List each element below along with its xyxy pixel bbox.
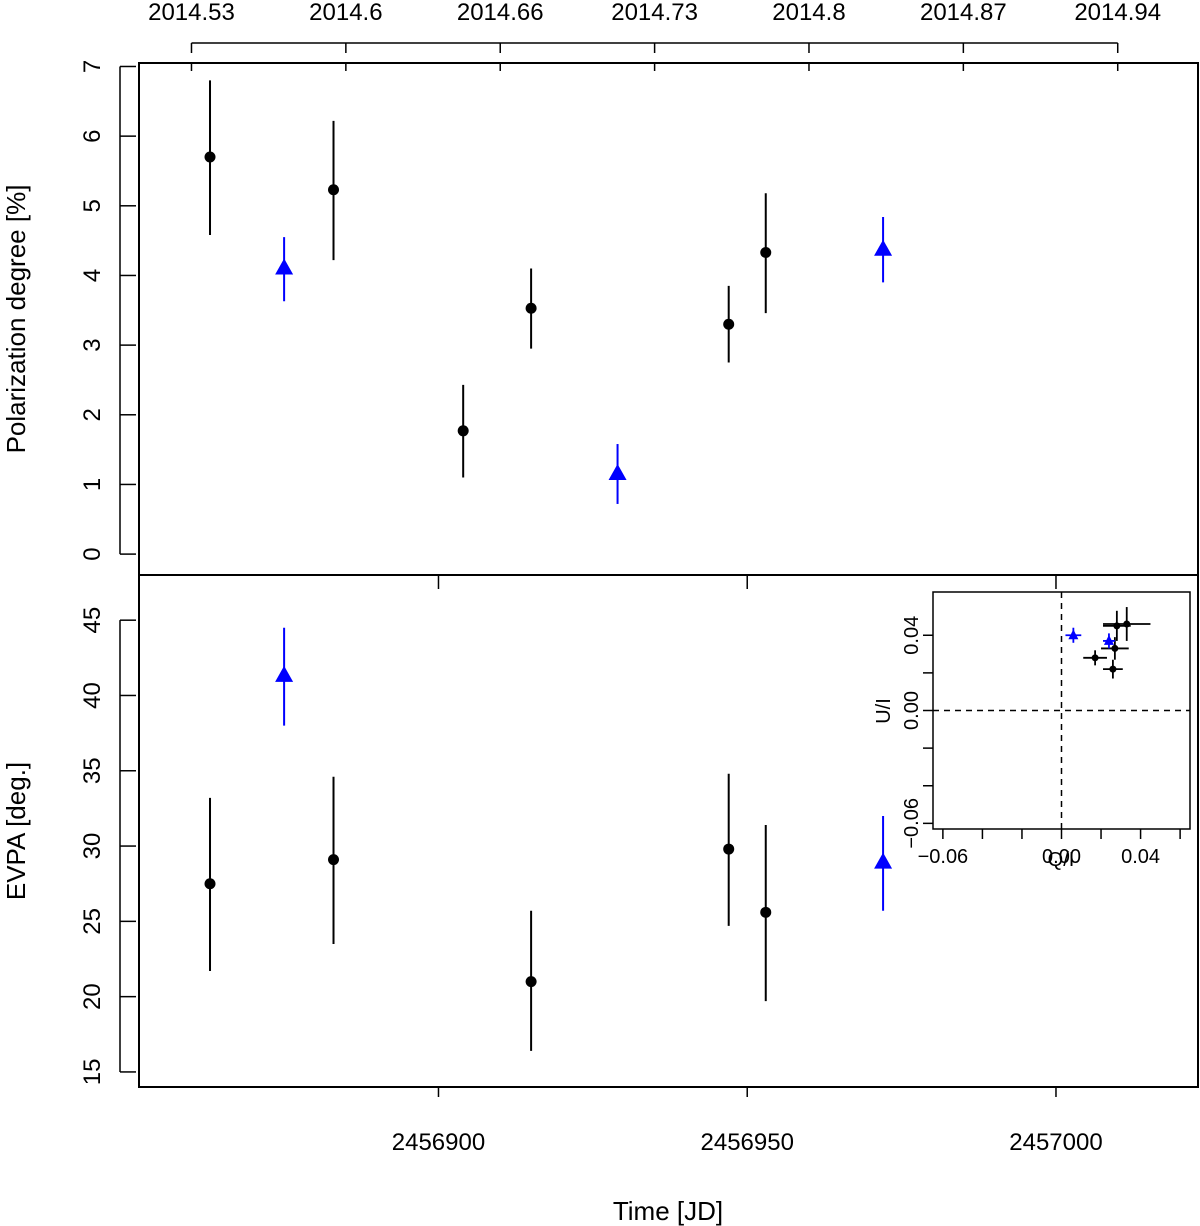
polarization-y-axis-tick-label: 7 (79, 60, 106, 73)
inset-triangle (1103, 634, 1114, 645)
evpa-y-axis-tick-label: 25 (79, 908, 106, 935)
polarization-point (328, 184, 340, 196)
x-axis-tick-label: 2456900 (392, 1129, 485, 1156)
evpa-y-axis-tick-label: 15 (79, 1059, 106, 1086)
evpa-point (723, 843, 735, 855)
top-axis-tick-label: 2014.6 (309, 0, 382, 26)
inset-x-tick-label: 0.00 (1042, 846, 1081, 868)
polarization-point (204, 151, 216, 163)
inset-point (1109, 665, 1117, 673)
top-axis-tick-label: 2014.53 (148, 0, 235, 26)
evpa-point (760, 906, 772, 918)
inset-triangle (1068, 629, 1079, 640)
evpa-y-axis: 15 20 25 30 35 40 45 (79, 607, 136, 1085)
inset-y-tick-label: 0.00 (901, 691, 923, 730)
polarization-y-axis-tick-label: 3 (79, 338, 106, 351)
inset-point (1123, 620, 1131, 628)
qu-inset: −0.06 0.00 0.04 −0.06 0.00 0.04 Q/I U/I (873, 591, 1191, 871)
polarization-point (457, 425, 469, 437)
evpa-triangle (874, 852, 893, 869)
polarization-point (525, 302, 537, 314)
top-axis-tick-label: 2014.73 (611, 0, 698, 26)
inset-point (1091, 654, 1099, 662)
bottom-jd-axis: 2456900 2456950 2457000 (392, 1087, 1103, 1156)
bottom-panel-inner-ticks (437, 575, 1057, 589)
polarization-triangle (874, 239, 893, 256)
top-axis-tick-label: 2014.87 (920, 0, 1007, 26)
polarization-points (204, 80, 893, 504)
polarization-triangle (275, 258, 294, 275)
evpa-point (525, 976, 537, 988)
inset-y-tick-label: −0.06 (901, 798, 923, 849)
evpa-y-axis-tick-label: 35 (79, 757, 106, 784)
evpa-y-axis-tick-label: 40 (79, 682, 106, 709)
polarization-y-axis-tick-label: 0 (79, 547, 106, 560)
polarization-point (760, 246, 772, 258)
evpa-y-axis-tick-label: 45 (79, 607, 106, 634)
inset-y-title: U/I (873, 698, 895, 724)
polarization-y-axis: 0 1 2 3 4 5 6 7 (79, 60, 136, 561)
inset-x-axis: −0.06 0.00 0.04 (918, 829, 1181, 868)
top-axis-tick-label: 2014.94 (1074, 0, 1161, 26)
polarization-triangle (608, 463, 627, 480)
polarization-point (723, 318, 735, 330)
evpa-point (328, 854, 340, 866)
x-axis-tick-label: 2456950 (701, 1129, 794, 1156)
x-axis-tick-label: 2457000 (1009, 1129, 1102, 1156)
top-axis-tick-label: 2014.8 (772, 0, 845, 26)
evpa-triangle (275, 665, 294, 682)
evpa-points (204, 627, 893, 1051)
inset-x-title: Q/I (1048, 849, 1075, 871)
evpa-y-axis-tick-label: 20 (79, 983, 106, 1010)
polarization-y-title: Polarization degree [%] (1, 185, 31, 454)
inset-point (1111, 644, 1119, 652)
inset-y-axis: −0.06 0.00 0.04 (901, 616, 933, 849)
polarization-y-axis-tick-label: 5 (79, 199, 106, 212)
x-axis-title: Time [JD] (613, 1196, 723, 1226)
bottom-panel-frame (138, 574, 1199, 1088)
inset-x-tick-label: −0.06 (918, 846, 969, 868)
top-year-axis: 2014.53 2014.6 2014.66 2014.73 2014.8 2014.87… (148, 0, 1161, 71)
evpa-y-axis-tick-label: 30 (79, 833, 106, 860)
evpa-point (204, 878, 216, 890)
inset-y-tick-label: 0.04 (901, 616, 923, 655)
polarization-y-axis-tick-label: 6 (79, 129, 106, 142)
inset-x-tick-label: 0.04 (1121, 846, 1160, 868)
inset-zero-lines (933, 592, 1190, 829)
polarization-y-axis-tick-label: 4 (79, 269, 106, 282)
polarization-y-axis-tick-label: 1 (79, 478, 106, 491)
inset-points (1065, 607, 1151, 679)
evpa-y-title: EVPA [deg.] (1, 762, 31, 900)
polarization-y-axis-tick-label: 2 (79, 408, 106, 421)
top-axis-tick-label: 2014.66 (457, 0, 544, 26)
